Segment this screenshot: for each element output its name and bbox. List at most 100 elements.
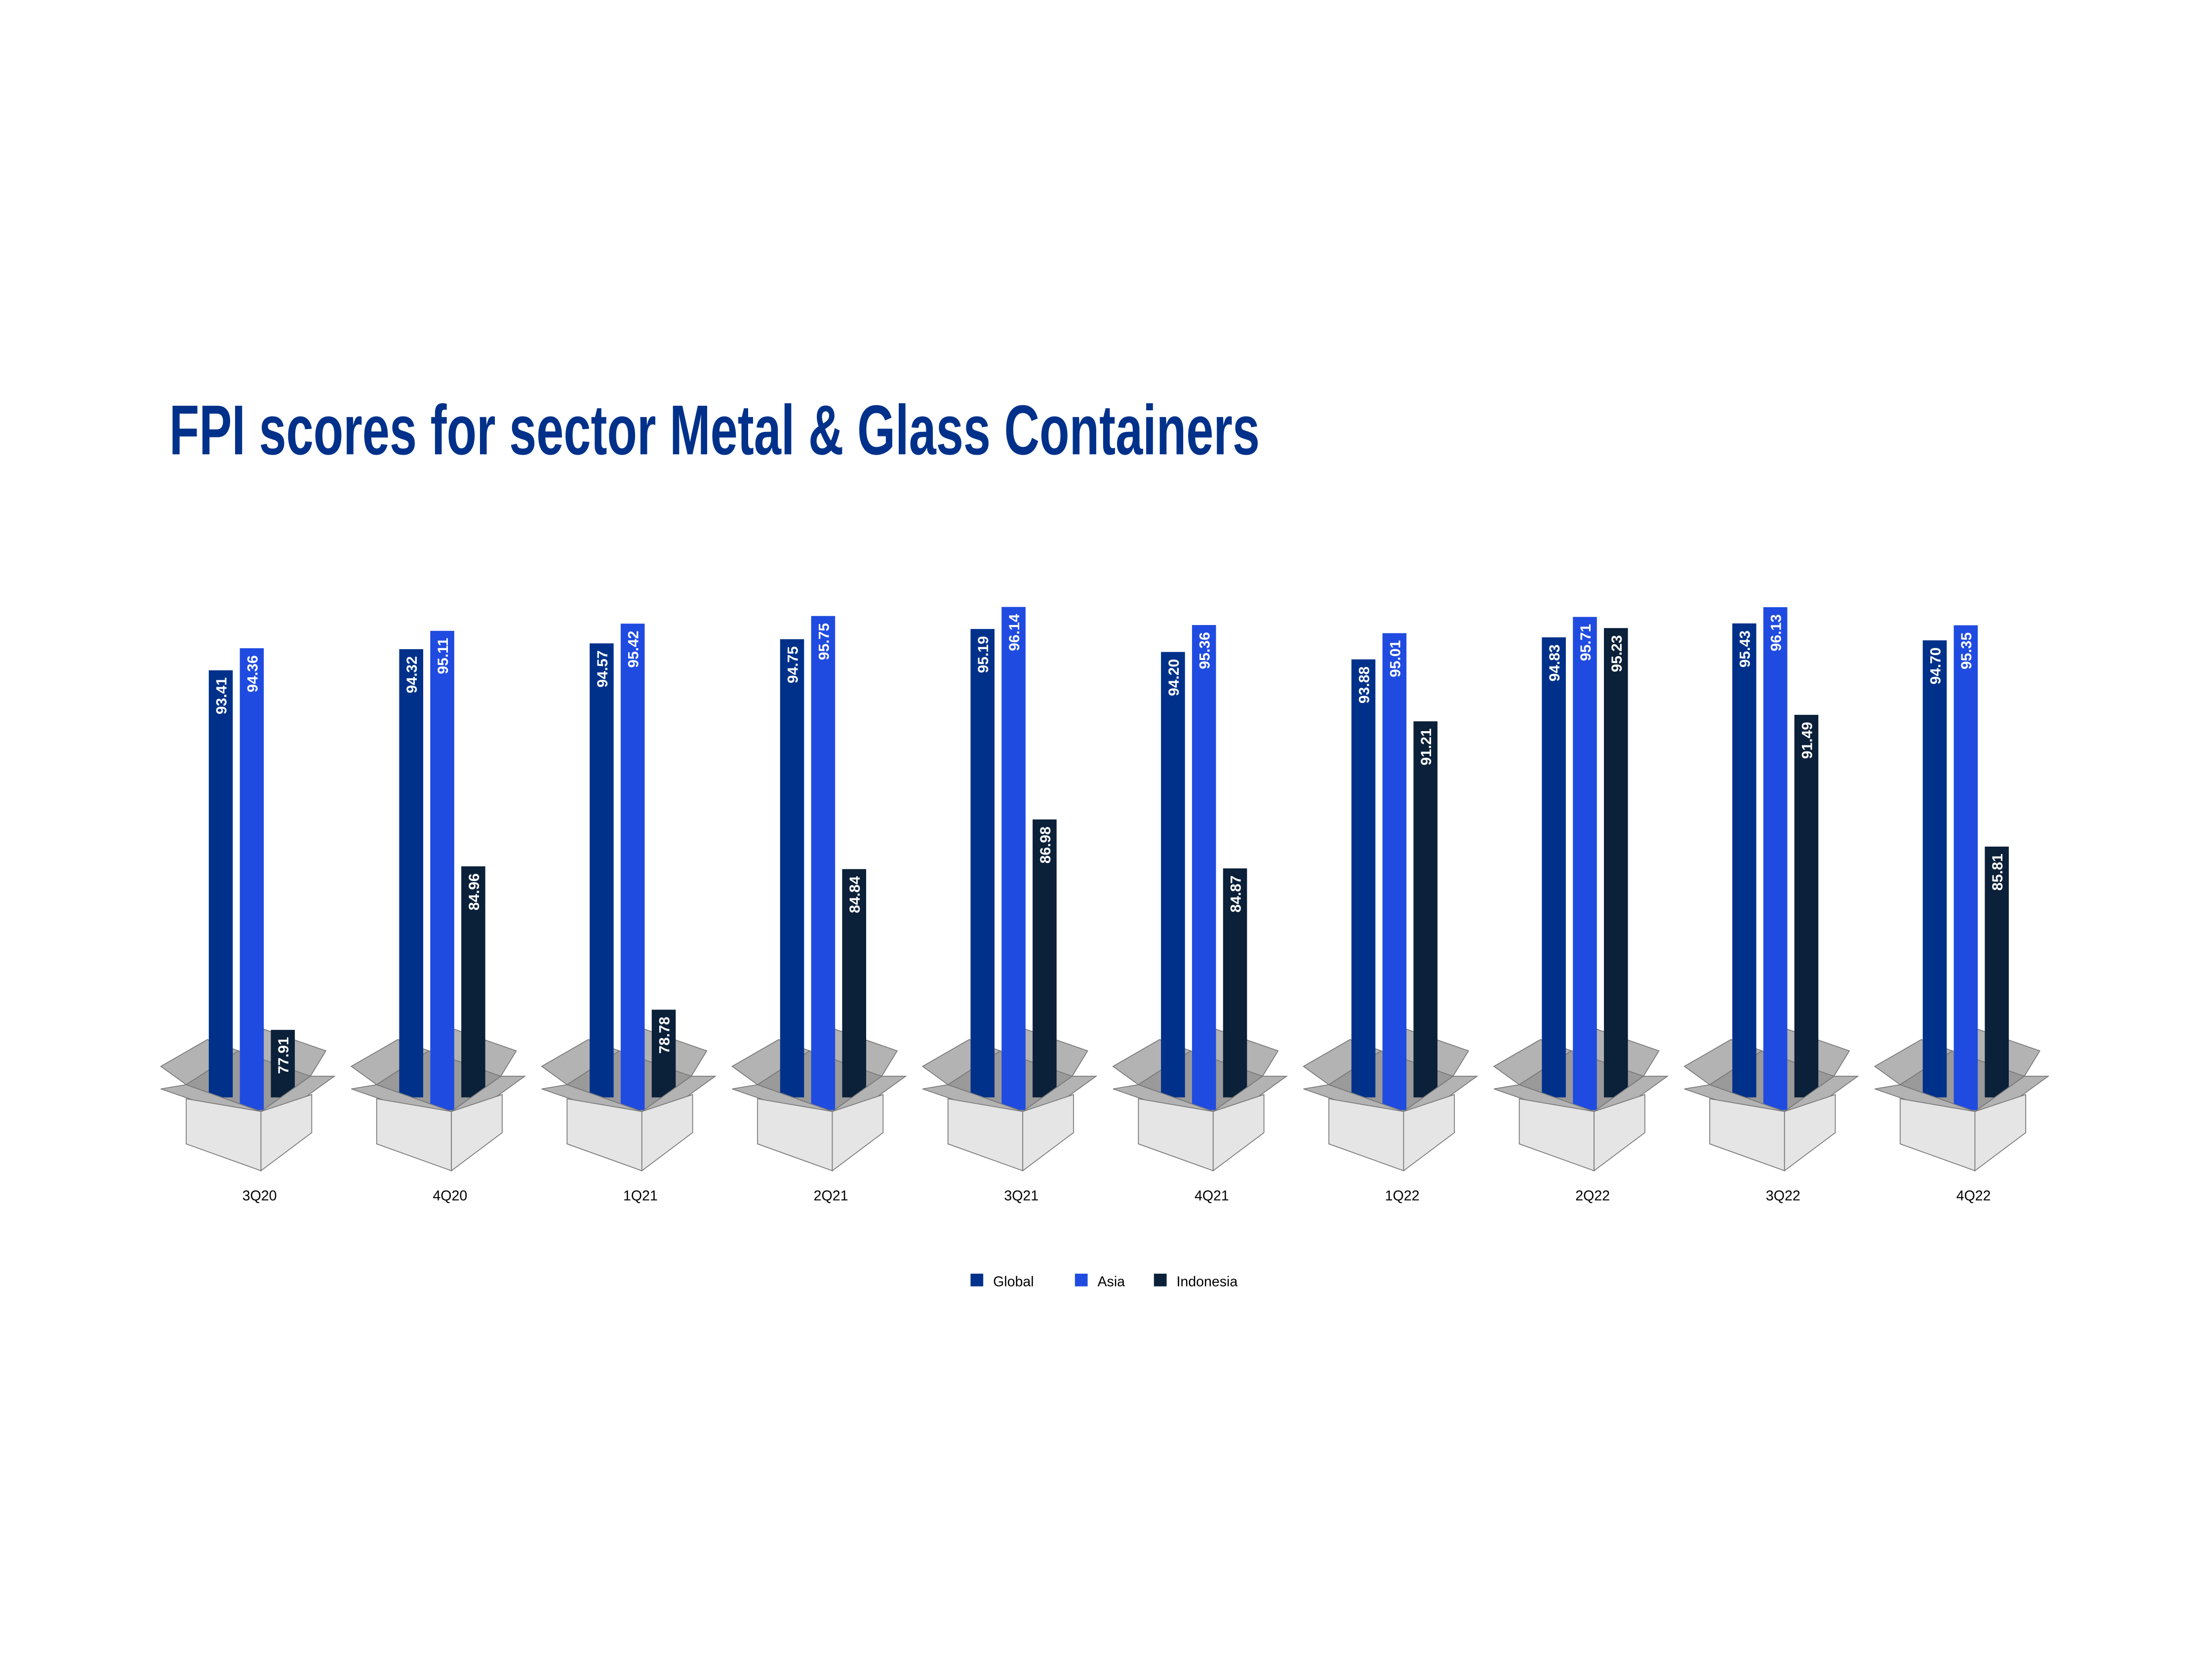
- legend: Global Asia Indonesia: [970, 1273, 1237, 1290]
- bar-global-2Q21: [780, 639, 804, 1097]
- data-label-global-3Q22: 95.43: [1737, 630, 1754, 667]
- category-group-2Q21: 94.75 95.75 84.84 2Q21: [731, 616, 907, 1204]
- data-label-global-2Q22: 94.83: [1547, 644, 1563, 681]
- bar-asia-4Q20: [430, 630, 454, 1110]
- box-side-face: [1212, 1094, 1265, 1172]
- box-side-face: [1403, 1094, 1455, 1172]
- bar-indonesia-3Q21: [1033, 819, 1057, 1097]
- data-label-asia-4Q20: 95.11: [435, 638, 451, 674]
- bar-asia-1Q21: [620, 624, 645, 1110]
- chart-title: FPI scores for sector Metal & Glass Cont…: [169, 391, 1260, 469]
- box-front-face: [1518, 1098, 1595, 1172]
- legend-swatch-asia: [1075, 1273, 1088, 1287]
- bar-asia-3Q20: [239, 648, 264, 1110]
- data-label-global-4Q22: 94.70: [1927, 647, 1944, 684]
- x-tick-label: 2Q22: [1575, 1188, 1610, 1204]
- data-label-indonesia-1Q22: 91.21: [1418, 728, 1435, 765]
- box-front-face: [1900, 1098, 1976, 1172]
- bar-indonesia-1Q21: [651, 1010, 676, 1097]
- data-label-asia-3Q21: 96.14: [1006, 614, 1023, 651]
- bar-global-3Q22: [1732, 623, 1756, 1097]
- bar-global-2Q22: [1542, 637, 1566, 1097]
- x-tick-label: 3Q21: [1004, 1188, 1038, 1204]
- box-front-face: [947, 1098, 1023, 1172]
- data-label-global-3Q21: 95.19: [975, 636, 992, 673]
- x-tick-label: 1Q21: [623, 1188, 658, 1204]
- category-group-3Q21: 95.19 96.14 86.98 3Q21: [921, 607, 1098, 1204]
- legend-swatch-indonesia: [1154, 1273, 1167, 1287]
- box-side-face: [451, 1094, 503, 1172]
- category-group-2Q22: 94.83 95.71 95.23 2Q22: [1493, 617, 1669, 1204]
- bar-global-4Q22: [1922, 640, 1947, 1097]
- legend-label-indonesia: Indonesia: [1176, 1274, 1237, 1290]
- data-label-indonesia-2Q21: 84.84: [847, 876, 863, 913]
- box-front-face: [757, 1098, 833, 1172]
- bar-indonesia-2Q21: [842, 869, 867, 1097]
- data-label-indonesia-3Q20: 77.91: [276, 1037, 292, 1074]
- box-front-face: [566, 1098, 642, 1172]
- box-front-face: [376, 1098, 452, 1172]
- category-group-1Q21: 94.57 95.42 78.78 1Q21: [541, 624, 717, 1204]
- bar-global-1Q21: [590, 643, 614, 1097]
- data-label-global-2Q21: 94.75: [785, 646, 801, 683]
- data-label-indonesia-2Q22: 95.23: [1609, 635, 1625, 672]
- box-side-face: [1594, 1094, 1645, 1172]
- bar-asia-4Q21: [1192, 625, 1216, 1110]
- bar-global-3Q21: [970, 629, 995, 1097]
- bar-asia-2Q22: [1573, 617, 1597, 1110]
- bar-groups: 93.4194.3677.913Q2094.3295.1184.964Q2094…: [160, 607, 2050, 1204]
- box-side-face: [641, 1094, 693, 1172]
- data-label-asia-2Q22: 95.71: [1578, 624, 1594, 661]
- box-side-face: [260, 1094, 313, 1172]
- bar-asia-2Q21: [811, 616, 836, 1110]
- data-label-global-3Q20: 93.41: [213, 677, 230, 714]
- category-group-4Q20: 94.32 95.11 84.96 4Q20: [350, 630, 526, 1204]
- bar-indonesia-2Q22: [1604, 628, 1628, 1097]
- bar-global-4Q20: [399, 649, 424, 1097]
- data-label-indonesia-3Q21: 86.98: [1038, 826, 1054, 863]
- bar-asia-4Q22: [1954, 625, 1978, 1110]
- data-label-asia-3Q22: 96.13: [1768, 614, 1785, 651]
- box-front-face: [1138, 1098, 1214, 1172]
- box-side-face: [1974, 1094, 2027, 1172]
- data-label-indonesia-3Q22: 91.49: [1799, 722, 1815, 759]
- bar-indonesia-4Q20: [461, 866, 485, 1097]
- bar-global-1Q22: [1351, 659, 1376, 1097]
- box-front-face: [186, 1098, 262, 1172]
- x-tick-label: 1Q22: [1385, 1188, 1420, 1204]
- data-label-asia-3Q20: 94.36: [244, 655, 261, 692]
- data-label-asia-2Q21: 95.75: [816, 623, 832, 660]
- data-label-global-4Q21: 94.20: [1166, 659, 1182, 696]
- legend-swatch-global: [970, 1273, 984, 1287]
- x-tick-label: 3Q20: [242, 1188, 277, 1204]
- category-group-4Q21: 94.20 95.36 84.87 4Q21: [1112, 625, 1288, 1204]
- category-group-4Q22: 94.70 95.35 85.81 4Q22: [1874, 625, 2050, 1204]
- data-label-indonesia-4Q20: 84.96: [466, 873, 482, 910]
- box-side-face: [832, 1094, 884, 1172]
- data-label-global-4Q20: 94.32: [404, 656, 420, 693]
- x-tick-label: 4Q21: [1195, 1188, 1229, 1204]
- legend-label-global: Global: [993, 1274, 1034, 1290]
- bar-global-4Q21: [1161, 652, 1185, 1097]
- box-front-face: [1709, 1098, 1785, 1172]
- bar-indonesia-4Q21: [1223, 868, 1247, 1097]
- bar-indonesia-4Q22: [1985, 846, 2009, 1097]
- bar-global-3Q20: [208, 670, 233, 1097]
- data-label-asia-4Q22: 95.35: [1958, 632, 1975, 669]
- data-label-indonesia-1Q21: 78.78: [656, 1016, 673, 1054]
- category-group-1Q22: 93.88 95.01 91.21 1Q22: [1302, 633, 1478, 1204]
- box-side-face: [1784, 1094, 1836, 1172]
- x-tick-label: 2Q21: [814, 1188, 848, 1204]
- legend-label-asia: Asia: [1098, 1274, 1125, 1290]
- data-label-global-1Q21: 94.57: [595, 650, 611, 687]
- category-group-3Q22: 95.43 96.13 91.49 3Q22: [1683, 607, 1859, 1204]
- x-tick-label: 4Q20: [433, 1188, 467, 1204]
- category-group-3Q20: 93.41 94.36 77.91 3Q20: [160, 648, 336, 1204]
- box-front-face: [1328, 1098, 1404, 1172]
- x-tick-label: 3Q22: [1766, 1188, 1800, 1204]
- data-label-asia-1Q21: 95.42: [626, 631, 642, 668]
- bar-asia-3Q22: [1763, 607, 1788, 1110]
- x-tick-label: 4Q22: [1956, 1188, 1991, 1204]
- data-label-asia-4Q21: 95.36: [1197, 632, 1213, 669]
